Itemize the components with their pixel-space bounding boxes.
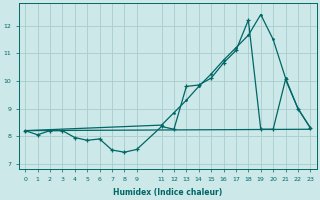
X-axis label: Humidex (Indice chaleur): Humidex (Indice chaleur) <box>113 188 222 197</box>
